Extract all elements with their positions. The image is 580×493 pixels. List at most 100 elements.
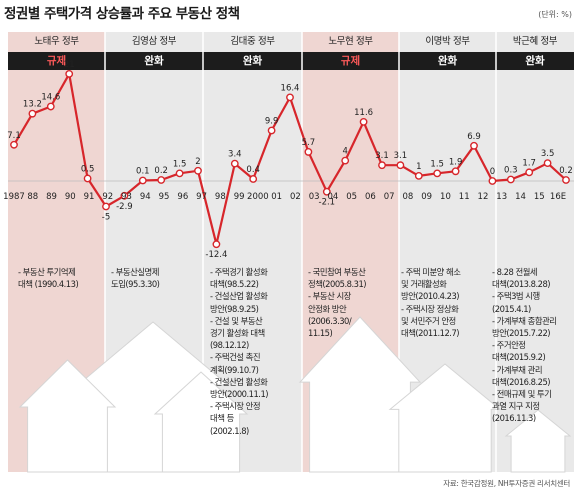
data-label: -2.9	[116, 202, 133, 212]
data-label: 1.5	[173, 159, 187, 169]
data-point	[506, 175, 515, 184]
policy-notes-kim-daejung: - 주택경기 활성화 대책(98.5.22) - 건설산업 활성화 방안(98.9…	[210, 266, 269, 437]
house-icon	[18, 359, 117, 473]
policy-note-line: 안정화 방안	[308, 303, 347, 314]
x-tick-label: 90	[65, 192, 76, 202]
era-name-lee-myungbak: 이명박 정부	[425, 36, 470, 47]
policy-note-line: 대책(98.5.22)	[210, 279, 259, 290]
x-tick-label: 2000	[247, 192, 269, 202]
policy-note-line: 방안(2010.4.23)	[401, 291, 460, 302]
x-tick-label: 07	[384, 192, 395, 202]
data-label: 3.1	[375, 151, 389, 161]
policy-note-line: 방안(98.9.25)	[210, 303, 259, 314]
policy-label-ease: 완화	[242, 55, 263, 67]
policy-bar	[203, 52, 302, 70]
data-label: 13.2	[23, 100, 42, 110]
data-point	[194, 166, 202, 175]
data-label: -5	[102, 213, 110, 223]
data-label: 1	[416, 162, 421, 172]
policy-note-line: - 주택건설 촉진	[210, 352, 261, 363]
policy-note-line: 과열 지구 지정	[492, 401, 540, 412]
policy-note-line: - 건설산업 활성화	[210, 291, 268, 302]
x-tick-label: 89	[46, 192, 57, 202]
data-label: 1.5	[430, 159, 444, 169]
data-point	[28, 109, 37, 118]
x-tick-label: 05	[346, 192, 357, 202]
data-point	[470, 141, 478, 150]
policy-note-line: 방안(2015.7.22)	[492, 328, 551, 339]
data-point	[212, 240, 221, 249]
policy-note-line: 도입(95.3.30)	[111, 279, 160, 290]
source-note: 자료: 한국감정원, NH투자증권 리서치센터	[443, 479, 570, 488]
data-point	[378, 161, 386, 170]
data-label: 11.6	[354, 108, 373, 118]
house-icon	[153, 371, 249, 473]
data-label: 0.5	[81, 164, 95, 174]
x-tick-label: 99	[234, 192, 245, 202]
data-label: 0.1	[136, 166, 150, 176]
era-band	[496, 32, 574, 472]
data-label: 7.1	[7, 131, 21, 141]
x-tick-label: 10	[440, 192, 451, 202]
data-label: 0.4	[246, 165, 260, 175]
data-point	[102, 202, 110, 211]
policy-note-line: 대책(2015.9.2)	[492, 352, 546, 363]
data-point	[525, 168, 534, 177]
policy-notes-kim-youngsam: - 부동산실명제 도입(95.3.30)	[111, 266, 160, 290]
policy-note-line: - 주택시장 정상화	[401, 303, 459, 314]
house-icon	[388, 363, 502, 473]
policy-label-ease: 완화	[437, 55, 458, 67]
x-tick-label: 96	[177, 192, 188, 202]
data-label: 1.7	[522, 158, 536, 168]
era-name-roh-taewoo: 노태우 정부	[34, 36, 79, 47]
policy-notes-park-geunhye: - 8.28 전월세 대책(2013.8.28) - 주택3법 시행 (2015.…	[492, 266, 557, 425]
data-label: 6.9	[467, 132, 481, 142]
policy-label-ease: 완화	[144, 55, 164, 67]
x-tick-label: 03	[309, 192, 320, 202]
data-label: 2	[195, 157, 200, 167]
data-label: 9.9	[265, 117, 279, 127]
data-point	[433, 169, 442, 178]
data-point	[10, 140, 18, 149]
data-label: -2.1	[319, 198, 336, 208]
data-label: 14.6	[41, 93, 60, 103]
data-point	[157, 176, 166, 184]
policy-label-ease: 완화	[525, 55, 545, 67]
policy-note-line: - 8.28 전월세	[492, 267, 538, 277]
x-tick-label: 13	[496, 192, 507, 202]
house-icon	[504, 409, 572, 473]
policy-note-line: 경기 활성화 대책	[210, 328, 265, 339]
x-tick-label: 1987	[3, 192, 25, 202]
x-tick-label: 14	[515, 192, 526, 202]
data-point	[359, 117, 368, 126]
era-name-park-geunhye: 박근혜 정부	[512, 36, 558, 47]
policy-note-line: - 주택경기 활성화	[210, 267, 268, 277]
policy-note-line: - 가계부채 종합관리	[492, 315, 557, 326]
x-tick-label: 08	[403, 192, 414, 202]
x-tick-label: 97	[196, 192, 207, 202]
policy-notes-roh-moohyun: - 국민참여 부동산 정책(2005.8.31) - 부동산 시장 안정화 방안 …	[308, 266, 367, 339]
data-point	[286, 93, 294, 102]
data-label: 0.3	[504, 165, 518, 175]
x-tick-label: 16E	[550, 192, 566, 202]
policy-note-line: 11.15)	[308, 328, 333, 339]
policy-note-line: - 주거안정	[492, 340, 526, 351]
x-tick-label: 88	[27, 192, 38, 202]
data-point	[562, 176, 570, 184]
policy-note-line: (2015.4.1)	[492, 303, 531, 314]
policy-note-line: 대책 (1990.4.13)	[18, 279, 79, 290]
policy-note-line: 정책(2005.8.31)	[308, 279, 367, 290]
data-point	[304, 148, 313, 156]
x-tick-label: 91	[84, 192, 95, 202]
data-point	[46, 102, 55, 111]
data-label: 4	[342, 147, 347, 157]
x-tick-label: 95	[159, 192, 170, 202]
x-tick-label: 06	[365, 192, 376, 202]
policy-note-line: - 가계부채 관리	[492, 364, 543, 375]
policy-note-line: - 국민참여 부동산	[308, 267, 366, 277]
policy-bar	[302, 52, 399, 70]
policy-label-tight: 규제	[46, 55, 67, 67]
policy-label-tight: 규제	[340, 55, 361, 67]
policy-note-line: - 건설산업 활성화	[210, 376, 268, 387]
data-point	[488, 177, 497, 185]
